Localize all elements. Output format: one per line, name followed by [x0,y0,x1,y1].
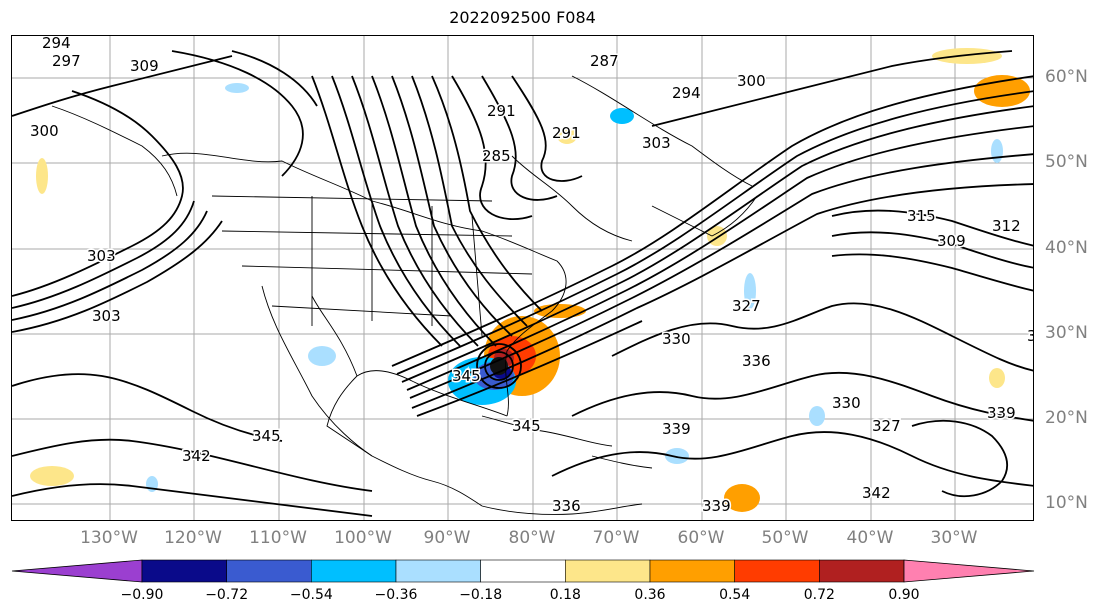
contour-value-label: 300 [737,72,766,90]
colorbar-tick-label: 0.18 [549,587,581,603]
contour-value-label: 330 [662,330,691,348]
colorbar-bin [565,559,651,583]
contour-value-label: 345 [452,367,481,385]
warm-anomaly-patch [724,484,760,512]
contour-value-label: 303 [87,247,116,265]
colorbar-bin [734,559,820,583]
colorbar-tick-label: 0.90 [888,587,920,603]
contour-value-label: 339 [662,420,691,438]
colorbar-tick-label: −0.36 [374,587,418,603]
longitude-label: 30°W [930,528,978,548]
contour-value-label: 345 [252,427,281,445]
contour-value-label: 327 [732,297,761,315]
colorbar-bin [649,559,735,583]
contour-value-label: 315 [907,207,936,225]
graticule-grid [12,36,1033,520]
colorbar [11,559,1035,583]
cold-anomaly-patch [308,346,336,366]
contour-value-label: 339 [702,497,731,515]
contour-value-label: 303 [642,134,671,152]
colorbar-tick-label: −0.18 [459,587,503,603]
latitude-label: 40°N [1045,238,1088,258]
longitude-label: 130°W [80,528,138,548]
cold-anomaly-patch [225,83,249,93]
contour-value-label: 297 [52,52,81,70]
longitude-label: 100°W [334,528,392,548]
contour-value-label: 312 [992,217,1021,235]
contour-value-label: 345 [512,417,541,435]
contour-value-label: 330 [832,394,861,412]
contour-value-label: 285 [482,147,511,165]
cold-anomaly-patch [991,139,1003,163]
warm-anomaly-patch [989,368,1005,388]
contour-value-label: 330 [1027,327,1034,345]
longitude-label: 70°W [592,528,640,548]
contour-value-label: 287 [590,52,619,70]
colorbar-tick-label: 0.72 [803,587,835,603]
latitude-label: 20°N [1045,408,1088,428]
longitude-label: 60°W [677,528,725,548]
latitude-label: 50°N [1045,152,1088,172]
longitude-label: 40°W [846,528,894,548]
contour-value-label: 294 [42,36,71,52]
contour-value-label: 336 [552,497,581,515]
colorbar-min-extend [11,559,143,583]
contour-value-label: 300 [30,122,59,140]
colorbar-bin [819,559,905,583]
longitude-label: 80°W [508,528,556,548]
map-panel: 294 297 309 300 287 291 294 285 291 303 300 303 315 3… [11,35,1034,521]
contour-value-label: 294 [672,84,701,102]
colorbar-tick-label: 0.36 [634,587,666,603]
cold-anomaly-patch [744,273,756,309]
colorbar-bin [141,559,227,583]
cold-anomaly-patch [665,448,689,464]
contour-value-label: 309 [130,57,159,75]
contour-value-label: 291 [487,102,516,120]
longitude-label: 90°W [423,528,471,548]
warm-anomaly-patch [36,158,48,194]
warm-anomaly-patch [974,75,1030,107]
latitude-label: 10°N [1045,493,1088,513]
longitude-label: 50°W [761,528,809,548]
contour-value-label: 339 [987,404,1016,422]
colorbar-tick-label: −0.54 [289,587,333,603]
contour-value-label: 291 [552,124,581,142]
colorbar-tick-label: −0.72 [205,587,249,603]
warm-anomaly-patch [932,48,1002,64]
colorbar-bin [226,559,312,583]
contour-value-label: 309 [937,232,966,250]
longitude-label: 110°W [249,528,307,548]
warm-anomaly-patch [557,128,577,144]
cold-anomaly-patch [809,406,825,426]
contour-value-label: 303 [92,307,121,325]
latitude-label: 30°N [1045,323,1088,343]
warm-anomaly-patch [30,466,74,486]
contour-value-label: 342 [862,484,891,502]
longitude-label: 120°W [164,528,222,548]
colorbar-bin [311,559,397,583]
colorbar-tick-label: 0.54 [719,587,751,603]
colorbar-bin [480,559,566,583]
cold-anomaly-patch [610,108,634,124]
colorbar-tick-label: −0.90 [120,587,164,603]
map-title: 2022092500 F084 [449,8,596,27]
colorbar-bin [395,559,481,583]
contour-value-label: 342 [182,447,211,465]
contour-value-label: 327 [872,417,901,435]
colorbar-max-extend [903,559,1035,583]
contour-value-label: 336 [742,352,771,370]
latitude-label: 60°N [1045,67,1088,87]
geopotential-contours [12,50,1033,517]
